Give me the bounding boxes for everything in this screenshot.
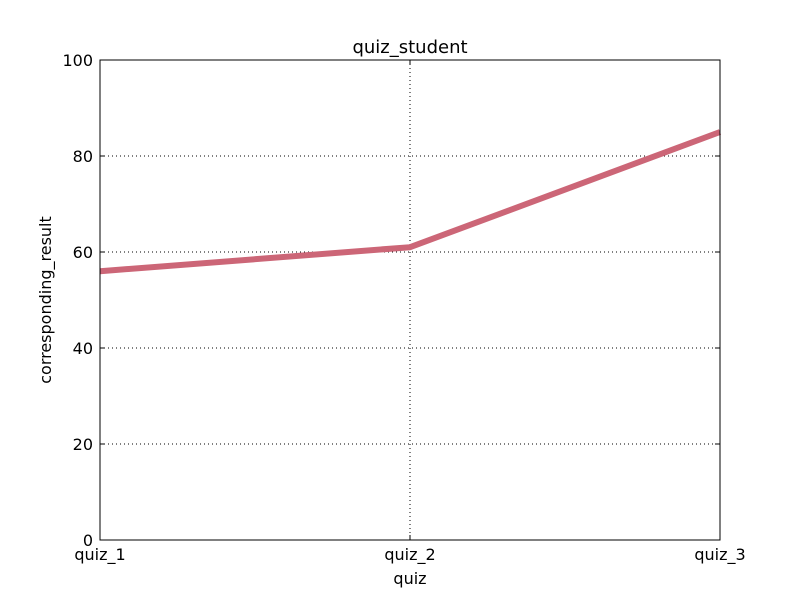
y-tick-label: 80 (73, 147, 93, 166)
x-tick-label: quiz_3 (694, 545, 745, 565)
y-tick-label: 40 (73, 339, 93, 358)
tick-layer: 0 20 40 60 80 100 quiz_1 quiz_2 quiz_3 (62, 51, 745, 565)
series-layer (99, 129, 722, 275)
y-tick-label: 100 (62, 51, 93, 70)
y-tick-label: 20 (73, 435, 93, 454)
y-tick-label: 60 (73, 243, 93, 262)
x-axis-label: quiz (393, 569, 426, 588)
chart-title: quiz_student (352, 37, 467, 58)
series-line (99, 129, 722, 275)
x-tick-label: quiz_1 (74, 545, 125, 565)
x-tick-label: quiz_2 (384, 545, 435, 565)
y-tick-label: 0 (83, 531, 93, 550)
grid-layer (100, 60, 720, 540)
y-axis-label: corresponding_result (36, 216, 56, 384)
